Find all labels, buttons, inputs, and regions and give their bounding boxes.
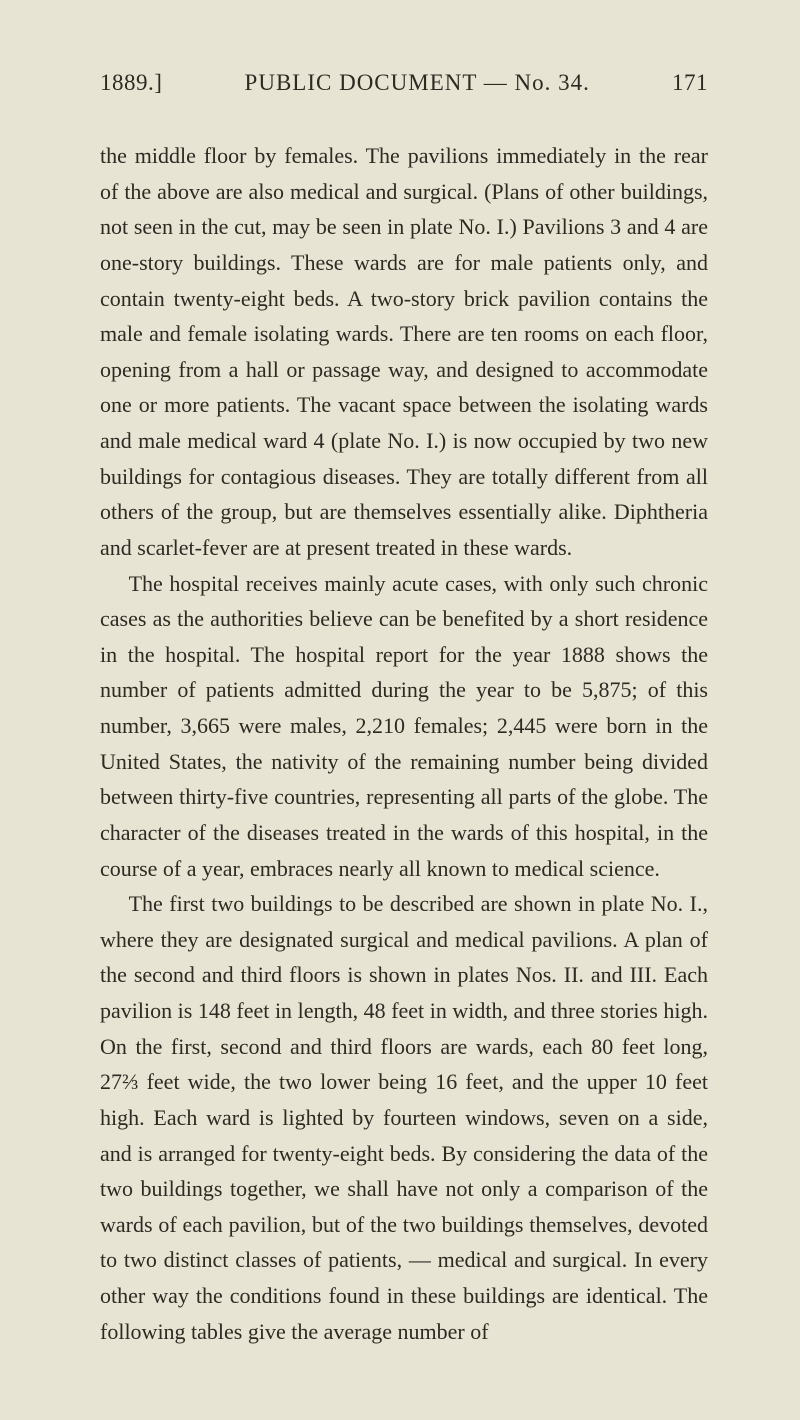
paragraph: the middle floor by females. The pavilio… <box>100 138 708 566</box>
header-title: PUBLIC DOCUMENT — No. 34. <box>245 70 590 96</box>
paragraph: The first two buildings to be described … <box>100 886 708 1349</box>
page-number: 171 <box>672 70 708 96</box>
body-text: the middle floor by females. The pavilio… <box>100 138 708 1349</box>
page-header: 1889.] PUBLIC DOCUMENT — No. 34. 171 <box>100 70 708 96</box>
paragraph: The hospital receives mainly acute cases… <box>100 566 708 887</box>
header-year: 1889.] <box>100 70 162 96</box>
document-page: 1889.] PUBLIC DOCUMENT — No. 34. 171 the… <box>0 0 800 1420</box>
